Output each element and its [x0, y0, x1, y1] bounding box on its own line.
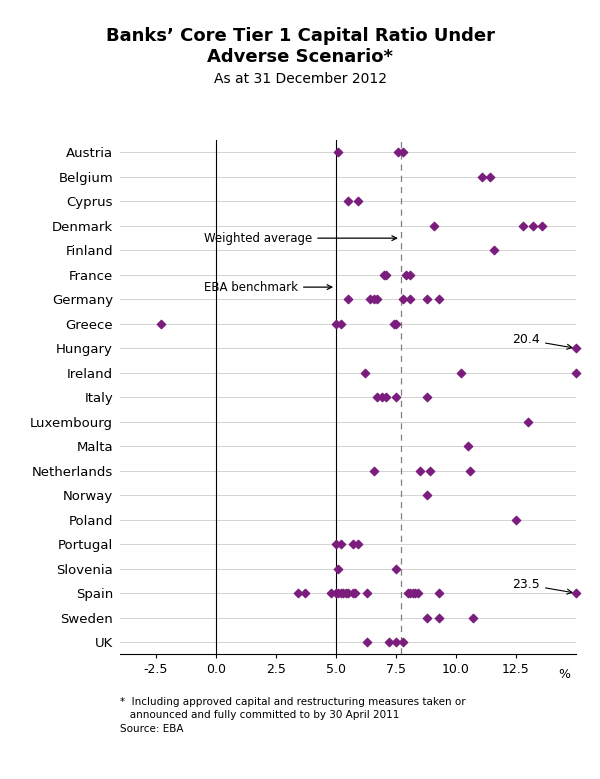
- Point: [362, 587, 372, 599]
- Point: [156, 318, 166, 330]
- Point: [391, 391, 401, 404]
- Point: [410, 587, 420, 599]
- Point: [353, 538, 362, 551]
- Text: Banks’ Core Tier 1 Capital Ratio Under
Adverse Scenario*: Banks’ Core Tier 1 Capital Ratio Under A…: [106, 27, 494, 66]
- Point: [398, 293, 408, 305]
- Point: [389, 318, 398, 330]
- Point: [348, 538, 358, 551]
- Point: [408, 587, 418, 599]
- Point: [403, 587, 413, 599]
- Point: [485, 171, 494, 183]
- Point: [391, 636, 401, 648]
- Point: [523, 415, 533, 428]
- Point: [398, 146, 408, 159]
- Point: [372, 293, 382, 305]
- Point: [466, 464, 475, 477]
- Point: [413, 587, 422, 599]
- Text: 20.4: 20.4: [512, 333, 572, 349]
- Point: [377, 391, 386, 404]
- Point: [571, 342, 581, 354]
- Point: [331, 538, 341, 551]
- Point: [434, 293, 444, 305]
- Point: [326, 587, 336, 599]
- Point: [391, 562, 401, 575]
- Point: [384, 636, 394, 648]
- Point: [394, 146, 403, 159]
- Point: [478, 171, 487, 183]
- Point: [338, 587, 348, 599]
- Point: [370, 464, 379, 477]
- Point: [518, 220, 528, 232]
- Point: [348, 587, 358, 599]
- Point: [391, 318, 401, 330]
- Point: [406, 293, 415, 305]
- Point: [300, 587, 310, 599]
- Point: [406, 269, 415, 281]
- Text: announced and fully committed to by 30 April 2011: announced and fully committed to by 30 A…: [120, 710, 400, 721]
- Point: [336, 587, 346, 599]
- Point: [571, 367, 581, 379]
- Point: [422, 391, 432, 404]
- Text: Source: EBA: Source: EBA: [120, 724, 184, 734]
- Point: [571, 587, 581, 599]
- Point: [430, 220, 439, 232]
- Point: [343, 587, 353, 599]
- Point: [422, 489, 432, 502]
- Text: %: %: [558, 668, 570, 681]
- Text: Weighted average: Weighted average: [204, 231, 397, 245]
- Point: [350, 587, 360, 599]
- Point: [343, 293, 353, 305]
- Point: [343, 196, 353, 208]
- Point: [425, 464, 434, 477]
- Point: [379, 269, 389, 281]
- Point: [372, 391, 382, 404]
- Point: [422, 293, 432, 305]
- Point: [456, 367, 466, 379]
- Point: [463, 440, 473, 453]
- Point: [331, 587, 341, 599]
- Text: EBA benchmark: EBA benchmark: [204, 280, 332, 294]
- Text: 23.5: 23.5: [512, 578, 572, 594]
- Text: As at 31 December 2012: As at 31 December 2012: [214, 72, 386, 86]
- Point: [334, 146, 343, 159]
- Text: *  Including approved capital and restructuring measures taken or: * Including approved capital and restruc…: [120, 697, 466, 707]
- Point: [401, 269, 410, 281]
- Point: [334, 562, 343, 575]
- Point: [406, 587, 415, 599]
- Point: [360, 367, 370, 379]
- Point: [341, 587, 350, 599]
- Point: [538, 220, 547, 232]
- Point: [362, 636, 372, 648]
- Point: [382, 391, 391, 404]
- Point: [415, 464, 425, 477]
- Point: [468, 612, 478, 624]
- Point: [336, 318, 346, 330]
- Point: [382, 269, 391, 281]
- Point: [422, 612, 432, 624]
- Point: [490, 244, 499, 256]
- Point: [331, 318, 341, 330]
- Point: [398, 636, 408, 648]
- Point: [334, 587, 343, 599]
- Point: [336, 538, 346, 551]
- Point: [370, 293, 379, 305]
- Point: [293, 587, 302, 599]
- Point: [365, 293, 374, 305]
- Point: [434, 587, 444, 599]
- Point: [528, 220, 538, 232]
- Point: [434, 612, 444, 624]
- Point: [511, 513, 521, 526]
- Point: [353, 196, 362, 208]
